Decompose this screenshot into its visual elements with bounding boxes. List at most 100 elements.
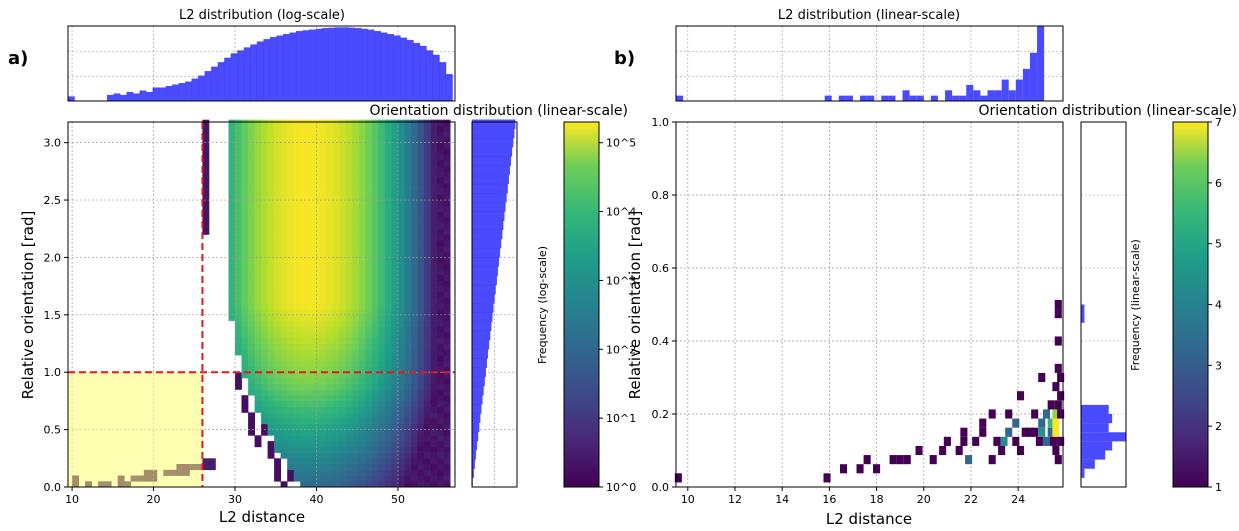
heatmap-cell (306, 309, 314, 316)
heatmap-cell (306, 469, 314, 476)
heatmap-cell (378, 464, 386, 471)
heatmap-cell (228, 119, 236, 126)
heatmap-cell (319, 406, 327, 413)
heatmap-cell (332, 337, 340, 344)
heatmap-cell (306, 131, 314, 138)
heatmap-cell (404, 200, 412, 207)
heatmap-cell (235, 177, 242, 184)
heatmap-cell (306, 223, 314, 230)
top-histogram-frame-b (675, 25, 1064, 102)
heatmap-cell (404, 303, 412, 310)
heatmap-cell (345, 372, 353, 379)
heatmap-cell (411, 452, 418, 459)
heatmap-cell (306, 475, 314, 482)
heatmap-cell (443, 314, 451, 321)
heatmap-cell (424, 205, 431, 212)
main-plot-frame-b (675, 121, 1064, 488)
histogram-bar (1081, 459, 1095, 469)
heatmap-cell (391, 154, 399, 161)
heatmap-cell (267, 136, 275, 143)
heatmap-cell (326, 320, 334, 327)
heatmap-cell (254, 131, 262, 138)
heatmap-cell (1050, 436, 1058, 446)
heatmap-cell (352, 280, 360, 287)
heatmap-cell (437, 297, 444, 304)
heatmap-cell (391, 406, 399, 413)
histogram-bar (471, 367, 486, 377)
heatmap-cell (261, 246, 268, 253)
heatmap-cell (371, 286, 379, 293)
heatmap-cell (443, 159, 451, 166)
heatmap-cell (417, 355, 425, 362)
heatmap-cell (424, 355, 431, 362)
heatmap-cell (365, 435, 373, 442)
heatmap-cell (287, 464, 295, 471)
heatmap-cell (306, 194, 314, 201)
heatmap-cell (274, 234, 281, 241)
heatmap-cell (365, 429, 373, 436)
heatmap-cell (248, 418, 255, 425)
heatmap-cell (358, 395, 366, 402)
heatmap-cell (424, 154, 431, 161)
heatmap-cell (332, 188, 340, 195)
heatmap-cell (287, 320, 295, 327)
heatmap-cell (345, 142, 353, 149)
highlight-region-a (68, 372, 203, 487)
histogram-bar (471, 404, 482, 414)
heatmap-cell (274, 257, 281, 264)
heatmap-cell (424, 286, 431, 293)
heatmap-cell (287, 389, 295, 396)
heatmap-cell (319, 125, 327, 132)
heatmap-cell (404, 211, 412, 218)
heatmap-cell (345, 223, 353, 230)
histogram-bar (471, 128, 515, 139)
heatmap-cell (437, 400, 444, 407)
heatmap-cell (241, 355, 249, 362)
heatmap-cell (411, 228, 418, 235)
heatmap-cell (404, 481, 412, 488)
heatmap-cell (384, 378, 392, 385)
heatmap-cell (352, 332, 360, 339)
heatmap-cell (293, 429, 301, 436)
heatmap-cell (319, 148, 327, 155)
heatmap-cell (261, 372, 268, 379)
heatmap-cell (391, 314, 399, 321)
heatmap-cell (248, 148, 255, 155)
heatmap-cell (287, 458, 295, 465)
heatmap-cell (371, 355, 379, 362)
heatmap-cell (254, 240, 262, 247)
heatmap-cell (391, 286, 399, 293)
heatmap-cell (254, 286, 262, 293)
heatmap-cell (287, 303, 295, 310)
heatmap-cell (358, 171, 366, 178)
histogram-bar (845, 95, 853, 101)
heatmap-cell (417, 188, 425, 195)
heatmap-cell (287, 200, 295, 207)
heatmap-cell (430, 332, 438, 339)
heatmap-cell (430, 200, 438, 207)
heatmap-cell (332, 378, 340, 385)
y-tick-label: 0.0 (44, 481, 62, 494)
histogram-bar (471, 266, 498, 276)
main-plot-frame-a (67, 121, 456, 488)
heatmap-cell (274, 314, 281, 321)
heatmap-cell (235, 291, 242, 298)
heatmap-cell (306, 217, 314, 224)
heatmap-cell (430, 464, 438, 471)
heatmap-cell (202, 458, 210, 465)
heatmap-cell (313, 406, 321, 413)
heatmap-cell (332, 481, 340, 488)
heatmap-cell (378, 177, 386, 184)
heatmap-cell (417, 223, 425, 230)
heatmap-cell (261, 154, 268, 161)
heatmap-cell (411, 355, 418, 362)
heatmap-cell (280, 125, 288, 132)
heatmap-cell (274, 429, 281, 436)
heatmap-cell (300, 182, 308, 189)
heatmap-cell (293, 446, 301, 453)
heatmap-cell (430, 131, 438, 138)
heatmap-cell (417, 429, 425, 436)
heatmap-cell (352, 200, 360, 207)
heatmap-cell (332, 142, 340, 149)
heatmap-cell (254, 406, 262, 413)
